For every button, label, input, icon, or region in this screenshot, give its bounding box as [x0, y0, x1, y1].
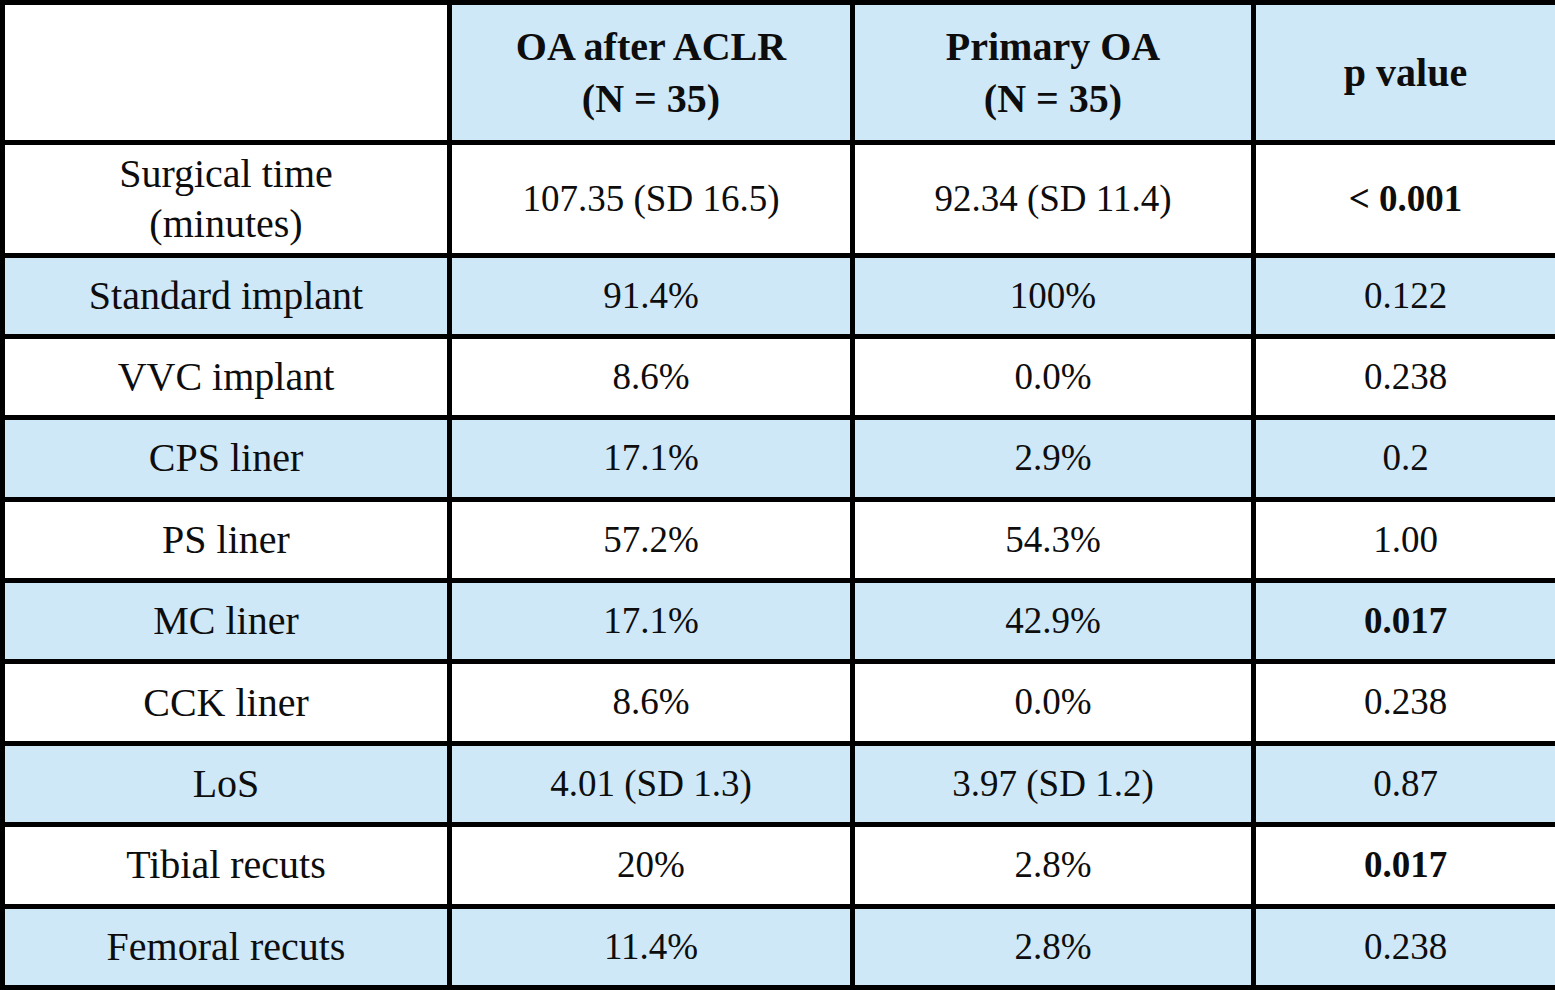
primary-oa-cell: 54.3%: [853, 499, 1254, 580]
p-value-cell: 0.017: [1254, 825, 1555, 906]
table-row-surgical-time: Surgical time (minutes) 107.35 (SD 16.5)…: [3, 143, 1555, 256]
table-row-cps-liner: CPS liner 17.1% 2.9% 0.2: [3, 418, 1555, 499]
p-value-cell: < 0.001: [1254, 143, 1555, 256]
row-label: Surgical time (minutes): [3, 143, 450, 256]
p-value-cell: 0.122: [1254, 255, 1555, 336]
oa-aclr-cell: 57.2%: [450, 499, 853, 580]
row-label: PS liner: [3, 499, 450, 580]
p-value-cell: 0.2: [1254, 418, 1555, 499]
primary-oa-cell: 100%: [853, 255, 1254, 336]
oa-aclr-cell: 17.1%: [450, 581, 853, 662]
row-label: Femoral recuts: [3, 906, 450, 987]
oa-aclr-cell: 4.01 (SD 1.3): [450, 743, 853, 824]
header-row: OA after ACLR (N = 35) Primary OA (N = 3…: [3, 3, 1555, 143]
primary-oa-cell: 3.97 (SD 1.2): [853, 743, 1254, 824]
primary-oa-cell: 92.34 (SD 11.4): [853, 143, 1254, 256]
table-row-standard-implant: Standard implant 91.4% 100% 0.122: [3, 255, 1555, 336]
oa-aclr-cell: 8.6%: [450, 336, 853, 417]
oa-aclr-cell: 20%: [450, 825, 853, 906]
oa-aclr-cell: 91.4%: [450, 255, 853, 336]
primary-oa-cell: 2.8%: [853, 825, 1254, 906]
oa-aclr-cell: 107.35 (SD 16.5): [450, 143, 853, 256]
results-table: OA after ACLR (N = 35) Primary OA (N = 3…: [0, 0, 1555, 990]
row-label: LoS: [3, 743, 450, 824]
row-label: MC liner: [3, 581, 450, 662]
primary-oa-cell: 2.8%: [853, 906, 1254, 987]
table-row-ps-liner: PS liner 57.2% 54.3% 1.00: [3, 499, 1555, 580]
p-value-cell: 0.87: [1254, 743, 1555, 824]
column-header-p-value: p value: [1254, 3, 1555, 143]
p-value-cell: 0.238: [1254, 906, 1555, 987]
table-row-cck-liner: CCK liner 8.6% 0.0% 0.238: [3, 662, 1555, 743]
corner-cell: [3, 3, 450, 143]
column-header-primary-oa: Primary OA (N = 35): [853, 3, 1254, 143]
p-value-cell: 0.238: [1254, 662, 1555, 743]
row-label: Tibial recuts: [3, 825, 450, 906]
oa-aclr-cell: 8.6%: [450, 662, 853, 743]
p-value-cell: 0.238: [1254, 336, 1555, 417]
p-value-cell: 0.017: [1254, 581, 1555, 662]
row-label: CPS liner: [3, 418, 450, 499]
row-label: Standard implant: [3, 255, 450, 336]
oa-aclr-cell: 17.1%: [450, 418, 853, 499]
oa-aclr-cell: 11.4%: [450, 906, 853, 987]
column-header-oa-after-aclr: OA after ACLR (N = 35): [450, 3, 853, 143]
table-row-vvc-implant: VVC implant 8.6% 0.0% 0.238: [3, 336, 1555, 417]
row-label: VVC implant: [3, 336, 450, 417]
table-row-mc-liner: MC liner 17.1% 42.9% 0.017: [3, 581, 1555, 662]
row-label: CCK liner: [3, 662, 450, 743]
table-row-femoral-recuts: Femoral recuts 11.4% 2.8% 0.238: [3, 906, 1555, 987]
table-row-tibial-recuts: Tibial recuts 20% 2.8% 0.017: [3, 825, 1555, 906]
table-row-los: LoS 4.01 (SD 1.3) 3.97 (SD 1.2) 0.87: [3, 743, 1555, 824]
primary-oa-cell: 0.0%: [853, 662, 1254, 743]
primary-oa-cell: 42.9%: [853, 581, 1254, 662]
primary-oa-cell: 0.0%: [853, 336, 1254, 417]
p-value-cell: 1.00: [1254, 499, 1555, 580]
primary-oa-cell: 2.9%: [853, 418, 1254, 499]
